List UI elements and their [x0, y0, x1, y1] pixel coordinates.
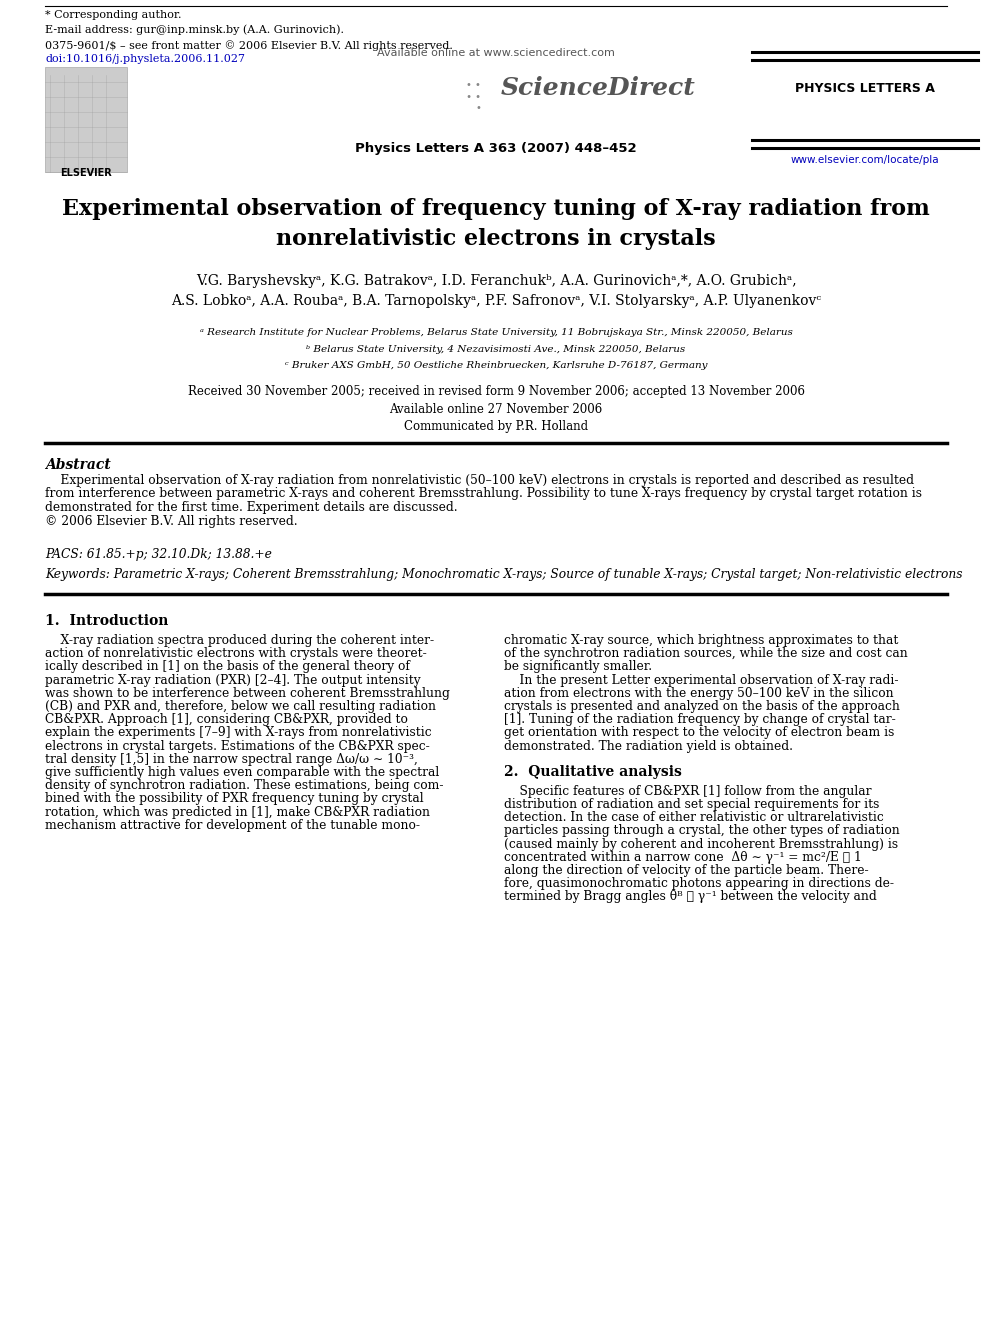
Text: (caused mainly by coherent and incoherent Bremsstrahlung) is: (caused mainly by coherent and incoheren…	[504, 837, 898, 851]
Text: Keywords: Parametric X-rays; Coherent Bremsstrahlung; Monochromatic X-rays; Sour: Keywords: Parametric X-rays; Coherent Br…	[45, 568, 962, 581]
Text: E-mail address: gur@inp.minsk.by (A.A. Gurinovich).: E-mail address: gur@inp.minsk.by (A.A. G…	[45, 24, 344, 34]
Text: A.S. Lobkoᵃ, A.A. Roubaᵃ, B.A. Tarnopolskyᵃ, P.F. Safronovᵃ, V.I. Stolyarskyᵃ, A: A.S. Lobkoᵃ, A.A. Roubaᵃ, B.A. Tarnopols…	[171, 294, 821, 308]
Text: crystals is presented and analyzed on the basis of the approach: crystals is presented and analyzed on th…	[504, 700, 900, 713]
Text: In the present Letter experimental observation of X-ray radi-: In the present Letter experimental obser…	[504, 673, 899, 687]
Text: (CB) and PXR and, therefore, below we call resulting radiation: (CB) and PXR and, therefore, below we ca…	[45, 700, 436, 713]
Text: nonrelativistic electrons in crystals: nonrelativistic electrons in crystals	[276, 228, 716, 250]
Text: ically described in [1] on the basis of the general theory of: ically described in [1] on the basis of …	[45, 660, 410, 673]
Text: Physics Letters A 363 (2007) 448–452: Physics Letters A 363 (2007) 448–452	[355, 142, 637, 155]
Text: 0375-9601/$ – see front matter © 2006 Elsevier B.V. All rights reserved.: 0375-9601/$ – see front matter © 2006 El…	[45, 40, 453, 50]
Text: concentrated within a narrow cone  Δθ ∼ γ⁻¹ = mc²/E ≪ 1: concentrated within a narrow cone Δθ ∼ γ…	[504, 851, 862, 864]
Text: density of synchrotron radiation. These estimations, being com-: density of synchrotron radiation. These …	[45, 779, 443, 792]
Text: chromatic X-ray source, which brightness approximates to that: chromatic X-ray source, which brightness…	[504, 634, 899, 647]
Text: rotation, which was predicted in [1], make CB&PXR radiation: rotation, which was predicted in [1], ma…	[45, 806, 430, 819]
Text: Abstract: Abstract	[45, 458, 111, 472]
Text: Experimental observation of X-ray radiation from nonrelativistic (50–100 keV) el: Experimental observation of X-ray radiat…	[45, 474, 914, 487]
Text: CB&PXR. Approach [1], considering CB&PXR, provided to: CB&PXR. Approach [1], considering CB&PXR…	[45, 713, 408, 726]
Text: V.G. Baryshevskyᵃ, K.G. Batrakovᵃ, I.D. Feranchukᵇ, A.A. Gurinovichᵃ,*, A.O. Gru: V.G. Baryshevskyᵃ, K.G. Batrakovᵃ, I.D. …	[195, 274, 797, 288]
Text: distribution of radiation and set special requirements for its: distribution of radiation and set specia…	[504, 798, 879, 811]
Text: demonstrated. The radiation yield is obtained.: demonstrated. The radiation yield is obt…	[504, 740, 793, 753]
FancyBboxPatch shape	[45, 67, 127, 172]
Text: * Corresponding author.: * Corresponding author.	[45, 11, 182, 20]
Text: Experimental observation of frequency tuning of X-ray radiation from: Experimental observation of frequency tu…	[62, 198, 930, 220]
Text: ᶜ Bruker AXS GmbH, 50 Oestliche Rheinbruecken, Karlsruhe D-76187, Germany: ᶜ Bruker AXS GmbH, 50 Oestliche Rheinbru…	[285, 361, 707, 370]
Text: termined by Bragg angles θᴮ ≫ γ⁻¹ between the velocity and: termined by Bragg angles θᴮ ≫ γ⁻¹ betwee…	[504, 890, 877, 904]
Text: demonstrated for the first time. Experiment details are discussed.: demonstrated for the first time. Experim…	[45, 501, 457, 515]
Text: • •
 • •
•: • • • • •	[463, 79, 481, 114]
Text: be significantly smaller.: be significantly smaller.	[504, 660, 652, 673]
Text: parametric X-ray radiation (PXR) [2–4]. The output intensity: parametric X-ray radiation (PXR) [2–4]. …	[45, 673, 421, 687]
Text: along the direction of velocity of the particle beam. There-: along the direction of velocity of the p…	[504, 864, 869, 877]
Text: particles passing through a crystal, the other types of radiation: particles passing through a crystal, the…	[504, 824, 900, 837]
Text: bined with the possibility of PXR frequency tuning by crystal: bined with the possibility of PXR freque…	[45, 792, 424, 806]
Text: mechanism attractive for development of the tunable mono-: mechanism attractive for development of …	[45, 819, 420, 832]
Text: action of nonrelativistic electrons with crystals were theoret-: action of nonrelativistic electrons with…	[45, 647, 427, 660]
Text: 2.  Qualitative analysis: 2. Qualitative analysis	[504, 765, 682, 779]
Text: was shown to be interference between coherent Bremsstrahlung: was shown to be interference between coh…	[45, 687, 450, 700]
Text: of the synchrotron radiation sources, while the size and cost can: of the synchrotron radiation sources, wh…	[504, 647, 908, 660]
Text: from interference between parametric X-rays and coherent Bremsstrahlung. Possibi: from interference between parametric X-r…	[45, 487, 922, 500]
Text: fore, quasimonochromatic photons appearing in directions de-: fore, quasimonochromatic photons appeari…	[504, 877, 894, 890]
Text: © 2006 Elsevier B.V. All rights reserved.: © 2006 Elsevier B.V. All rights reserved…	[45, 515, 298, 528]
Text: 1.  Introduction: 1. Introduction	[45, 614, 169, 628]
Text: PACS: 61.85.+p; 32.10.Dk; 13.88.+e: PACS: 61.85.+p; 32.10.Dk; 13.88.+e	[45, 548, 272, 561]
Text: tral density [1,5] in the narrow spectral range Δω/ω ∼ 10⁻³,: tral density [1,5] in the narrow spectra…	[45, 753, 418, 766]
Text: electrons in crystal targets. Estimations of the CB&PXR spec-: electrons in crystal targets. Estimation…	[45, 740, 430, 753]
Text: ᵇ Belarus State University, 4 Nezavisimosti Ave., Minsk 220050, Belarus: ᵇ Belarus State University, 4 Nezavisimo…	[307, 345, 685, 355]
Text: ᵃ Research Institute for Nuclear Problems, Belarus State University, 11 Bobrujsk: ᵃ Research Institute for Nuclear Problem…	[199, 328, 793, 337]
Text: ation from electrons with the energy 50–100 keV in the silicon: ation from electrons with the energy 50–…	[504, 687, 894, 700]
Text: ScienceDirect: ScienceDirect	[501, 75, 695, 101]
Text: www.elsevier.com/locate/pla: www.elsevier.com/locate/pla	[791, 155, 939, 165]
Text: get orientation with respect to the velocity of electron beam is: get orientation with respect to the velo…	[504, 726, 895, 740]
Text: [1]. Tuning of the radiation frequency by change of crystal tar-: [1]. Tuning of the radiation frequency b…	[504, 713, 896, 726]
Text: Specific features of CB&PXR [1] follow from the angular: Specific features of CB&PXR [1] follow f…	[504, 785, 872, 798]
Text: X-ray radiation spectra produced during the coherent inter-: X-ray radiation spectra produced during …	[45, 634, 434, 647]
Text: give sufficiently high values even comparable with the spectral: give sufficiently high values even compa…	[45, 766, 439, 779]
Text: detection. In the case of either relativistic or ultrarelativistic: detection. In the case of either relativ…	[504, 811, 884, 824]
Text: ELSEVIER: ELSEVIER	[61, 168, 112, 179]
Text: Available online 27 November 2006: Available online 27 November 2006	[390, 404, 602, 415]
Text: Available online at www.sciencedirect.com: Available online at www.sciencedirect.co…	[377, 48, 615, 58]
Text: Communicated by P.R. Holland: Communicated by P.R. Holland	[404, 419, 588, 433]
Text: Received 30 November 2005; received in revised form 9 November 2006; accepted 13: Received 30 November 2005; received in r…	[187, 385, 805, 398]
Text: PHYSICS LETTERS A: PHYSICS LETTERS A	[795, 82, 934, 95]
Text: explain the experiments [7–9] with X-rays from nonrelativistic: explain the experiments [7–9] with X-ray…	[45, 726, 432, 740]
Text: doi:10.1016/j.physleta.2006.11.027: doi:10.1016/j.physleta.2006.11.027	[45, 54, 245, 64]
